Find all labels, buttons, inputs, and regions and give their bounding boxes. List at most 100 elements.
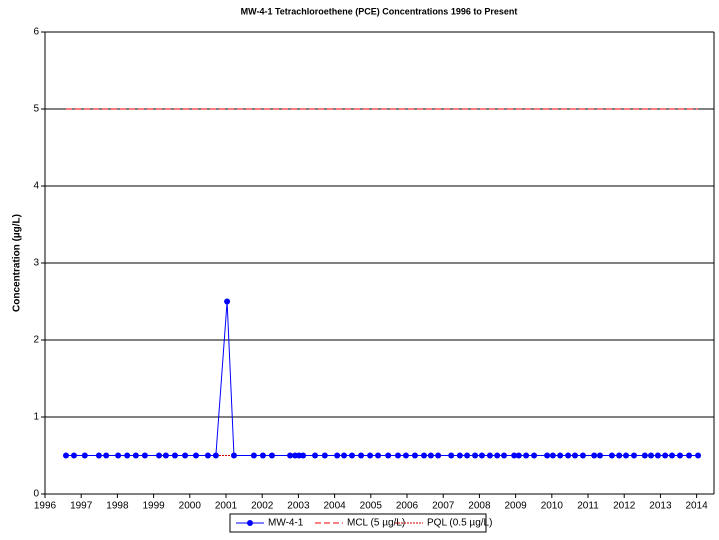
data-point: [654, 452, 661, 459]
data-point: [641, 452, 648, 459]
data-point: [411, 452, 418, 459]
data-point: [141, 452, 148, 459]
data-point: [171, 452, 178, 459]
data-point: [385, 452, 392, 459]
y-tick-label: 5: [33, 104, 39, 115]
data-point: [435, 452, 442, 459]
x-tick-label: 2003: [287, 501, 310, 512]
x-tick-label: 1997: [70, 501, 93, 512]
legend-label: PQL (0.5 µg/L): [427, 518, 492, 529]
data-point: [259, 452, 266, 459]
data-point: [62, 452, 69, 459]
data-point: [334, 452, 341, 459]
data-point: [565, 452, 572, 459]
x-tick-label: 2009: [504, 501, 527, 512]
data-point: [616, 452, 623, 459]
data-point: [549, 452, 556, 459]
legend-box: [229, 513, 487, 533]
x-tick-label: 2011: [577, 501, 599, 512]
x-tick-label: 2007: [432, 501, 455, 512]
data-point: [515, 452, 522, 459]
data-point: [427, 452, 434, 459]
y-tick-label: 4: [33, 181, 39, 192]
x-tick-label: 2006: [396, 501, 419, 512]
data-point: [212, 452, 219, 459]
chart-title: MW-4-1 Tetrachloroethene (PCE) Concentra…: [241, 6, 518, 16]
data-point: [375, 452, 382, 459]
data-point: [676, 452, 683, 459]
x-tick-label: 2008: [468, 501, 491, 512]
data-point: [358, 452, 365, 459]
data-point: [103, 452, 110, 459]
data-point: [321, 452, 328, 459]
data-point: [115, 452, 122, 459]
x-tick-label: 2005: [360, 501, 383, 512]
y-tick-label: 1: [33, 412, 39, 423]
data-point: [81, 452, 88, 459]
data-point: [456, 452, 463, 459]
data-point: [341, 452, 348, 459]
data-point: [95, 452, 102, 459]
data-point: [156, 452, 163, 459]
x-tick-label: 2014: [685, 501, 708, 512]
data-point: [623, 452, 630, 459]
data-point: [630, 452, 637, 459]
x-tick-label: 2001: [215, 501, 238, 512]
data-point: [596, 452, 603, 459]
x-tick-label: 2000: [179, 501, 202, 512]
y-tick-label: 0: [33, 489, 39, 500]
data-point: [579, 452, 586, 459]
x-tick-label: 1998: [106, 501, 129, 512]
data-point: [608, 452, 615, 459]
x-tick-label: 1996: [34, 501, 57, 512]
x-tick-label: 2012: [613, 501, 636, 512]
data-point: [367, 452, 374, 459]
x-tick-label: 1999: [142, 501, 165, 512]
data-point: [300, 452, 307, 459]
data-point: [486, 452, 493, 459]
data-point: [192, 452, 199, 459]
data-point: [402, 452, 409, 459]
data-point: [250, 452, 257, 459]
data-point: [531, 452, 538, 459]
legend-marker: [247, 520, 253, 526]
data-point: [695, 452, 702, 459]
data-point: [523, 452, 530, 459]
y-tick-label: 2: [33, 335, 39, 346]
data-point: [230, 452, 237, 459]
data-point: [478, 452, 485, 459]
data-point: [571, 452, 578, 459]
data-point: [162, 452, 169, 459]
data-point: [662, 452, 669, 459]
data-point: [132, 452, 139, 459]
data-point: [348, 452, 355, 459]
data-point: [591, 452, 598, 459]
data-point: [70, 452, 77, 459]
legend-label: MCL (5 µg/L): [347, 518, 405, 529]
y-tick-label: 6: [33, 27, 39, 38]
data-point: [511, 452, 518, 459]
legend-label: MW-4-1: [268, 518, 304, 529]
x-tick-label: 2004: [323, 501, 346, 512]
data-point: [501, 452, 508, 459]
data-point: [472, 452, 479, 459]
data-point: [287, 452, 294, 459]
data-point: [204, 452, 211, 459]
data-point: [224, 298, 231, 305]
data-point: [544, 452, 551, 459]
data-point: [421, 452, 428, 459]
data-point: [686, 452, 693, 459]
data-point: [669, 452, 676, 459]
data-point: [312, 452, 319, 459]
data-point: [494, 452, 501, 459]
data-point: [394, 452, 401, 459]
data-point: [268, 452, 275, 459]
y-axis-label: Concentration (µg/L): [12, 214, 23, 312]
x-tick-label: 2013: [649, 501, 672, 512]
data-point: [448, 452, 455, 459]
x-tick-label: 2002: [251, 501, 274, 512]
y-tick-label: 3: [33, 258, 39, 269]
data-point: [557, 452, 564, 459]
